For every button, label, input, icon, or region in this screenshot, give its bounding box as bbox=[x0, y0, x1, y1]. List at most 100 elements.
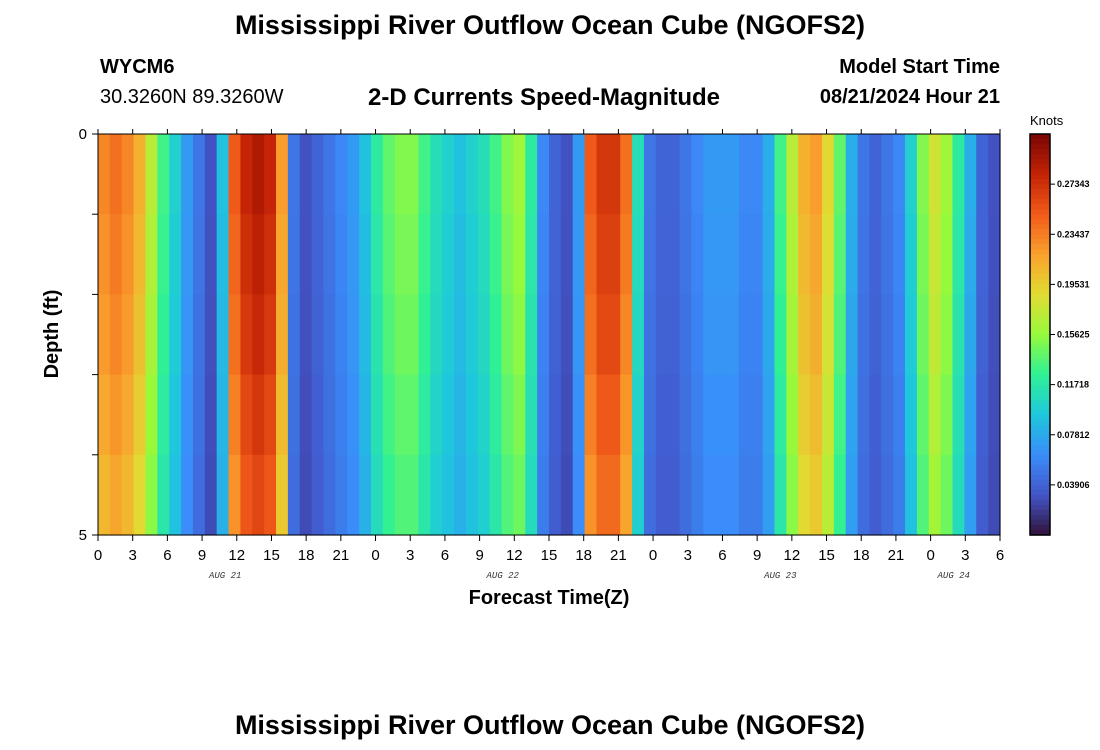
heatmap-cell bbox=[952, 294, 965, 376]
heatmap-cell bbox=[988, 374, 1001, 456]
colorbar-segment bbox=[1030, 319, 1050, 326]
heatmap-cell bbox=[928, 134, 942, 215]
heatmap-cell bbox=[833, 454, 847, 536]
x-axis-label: Forecast Time(Z) bbox=[469, 587, 630, 609]
heatmap-cell bbox=[394, 134, 408, 215]
heatmap-cell bbox=[738, 374, 752, 456]
heatmap-cell bbox=[109, 214, 123, 295]
heatmap-cell bbox=[454, 374, 467, 456]
heatmap-cell bbox=[549, 454, 562, 536]
heatmap-cell bbox=[691, 454, 704, 536]
heatmap-cell bbox=[323, 294, 336, 376]
colorbar-segment bbox=[1030, 524, 1050, 531]
y-tick-label: 0 bbox=[79, 126, 87, 143]
heatmap-cell bbox=[750, 374, 764, 456]
heatmap-cell bbox=[121, 134, 135, 215]
heatmap-cell bbox=[347, 214, 360, 295]
heatmap-cell bbox=[928, 214, 942, 295]
heatmap-cell bbox=[560, 374, 574, 456]
x-tick-label: 15 bbox=[818, 547, 835, 564]
heatmap-cell bbox=[418, 294, 431, 376]
colorbar-segment bbox=[1030, 219, 1050, 225]
heatmap-cell bbox=[750, 214, 764, 295]
colorbar-segment bbox=[1030, 264, 1050, 270]
heatmap-cell bbox=[798, 374, 811, 456]
heatmap-cell bbox=[98, 214, 111, 295]
colorbar-segment bbox=[1030, 244, 1050, 250]
heatmap-cell bbox=[501, 374, 514, 456]
heatmap-cell bbox=[893, 454, 906, 536]
colorbar-segment bbox=[1030, 364, 1050, 371]
heatmap-cell bbox=[976, 454, 989, 536]
colorbar-segment bbox=[1030, 199, 1050, 205]
heatmap-cell bbox=[857, 374, 871, 456]
heatmap-cell bbox=[620, 134, 633, 215]
heatmap-cell bbox=[560, 294, 574, 376]
heatmap-cell bbox=[608, 374, 621, 456]
heatmap-cell bbox=[98, 134, 111, 215]
heatmap-cell bbox=[893, 214, 906, 295]
heatmap-cell bbox=[679, 214, 693, 295]
heatmap-cell bbox=[596, 294, 609, 376]
x-tick-label: 6 bbox=[441, 547, 449, 564]
heatmap-cell bbox=[525, 214, 538, 295]
colorbar-segment bbox=[1030, 479, 1050, 486]
colorbar-segment bbox=[1030, 449, 1050, 456]
x-tick-label: 3 bbox=[406, 547, 414, 564]
heatmap-cell bbox=[643, 134, 657, 215]
colorbar-segment bbox=[1030, 224, 1050, 230]
x-tick-label: 3 bbox=[684, 547, 692, 564]
heatmap-cell bbox=[537, 374, 550, 456]
heatmap-cell bbox=[204, 134, 218, 215]
heatmap-cell bbox=[976, 294, 989, 376]
heatmap-cell bbox=[750, 294, 764, 376]
heatmap-cell bbox=[584, 454, 598, 536]
x-tick-label: 9 bbox=[753, 547, 761, 564]
heatmap-cell bbox=[810, 214, 823, 295]
heatmap-cell bbox=[774, 454, 787, 536]
heatmap-cell bbox=[928, 374, 942, 456]
heatmap-cell bbox=[430, 374, 443, 456]
colorbar-segment bbox=[1030, 409, 1050, 416]
heatmap-cell bbox=[335, 214, 348, 295]
colorbar-segment bbox=[1030, 204, 1050, 210]
colorbar-segment bbox=[1030, 419, 1050, 426]
x-tick-label: 6 bbox=[718, 547, 726, 564]
colorbar-segment bbox=[1030, 304, 1050, 311]
heatmap-cell bbox=[157, 294, 170, 376]
colorbar-segment bbox=[1030, 429, 1050, 436]
date-label: AUG 22 bbox=[486, 571, 520, 581]
colorbar-segment bbox=[1030, 404, 1050, 411]
heatmap-cell bbox=[323, 454, 336, 536]
heatmap-cell bbox=[905, 214, 918, 295]
heatmap-cell bbox=[881, 134, 894, 215]
heatmap-cell bbox=[264, 294, 277, 376]
heatmap-cell bbox=[430, 454, 443, 536]
heatmap-cell bbox=[287, 374, 301, 456]
heatmap-cell bbox=[406, 294, 420, 376]
heatmap-cell bbox=[252, 214, 265, 295]
heatmap-cell bbox=[715, 214, 728, 295]
x-tick-label: 18 bbox=[853, 547, 870, 564]
heatmap-cell bbox=[169, 374, 182, 456]
heatmap-cell bbox=[501, 454, 514, 536]
heatmap-cell bbox=[406, 454, 420, 536]
heatmap-cell bbox=[276, 454, 289, 536]
heatmap-cell bbox=[798, 454, 811, 536]
heatmap-cell bbox=[738, 134, 752, 215]
heatmap-cell bbox=[940, 134, 954, 215]
heatmap-cell bbox=[632, 134, 645, 215]
colorbar-segment bbox=[1030, 279, 1050, 285]
heatmap-cell bbox=[454, 294, 467, 376]
heatmap-cell bbox=[620, 294, 633, 376]
heatmap-cell bbox=[489, 294, 503, 376]
heatmap-cell bbox=[276, 294, 289, 376]
x-tick-label: 0 bbox=[649, 547, 657, 564]
heatmap-cell bbox=[833, 134, 847, 215]
colorbar-segment bbox=[1030, 384, 1050, 391]
chart-title: Mississippi River Outflow Ocean Cube (NG… bbox=[234, 10, 866, 40]
heatmap-cell bbox=[655, 214, 669, 295]
heatmap-cell bbox=[928, 454, 942, 536]
heatmap-cell bbox=[988, 214, 1001, 295]
colorbar-segment bbox=[1030, 134, 1050, 140]
